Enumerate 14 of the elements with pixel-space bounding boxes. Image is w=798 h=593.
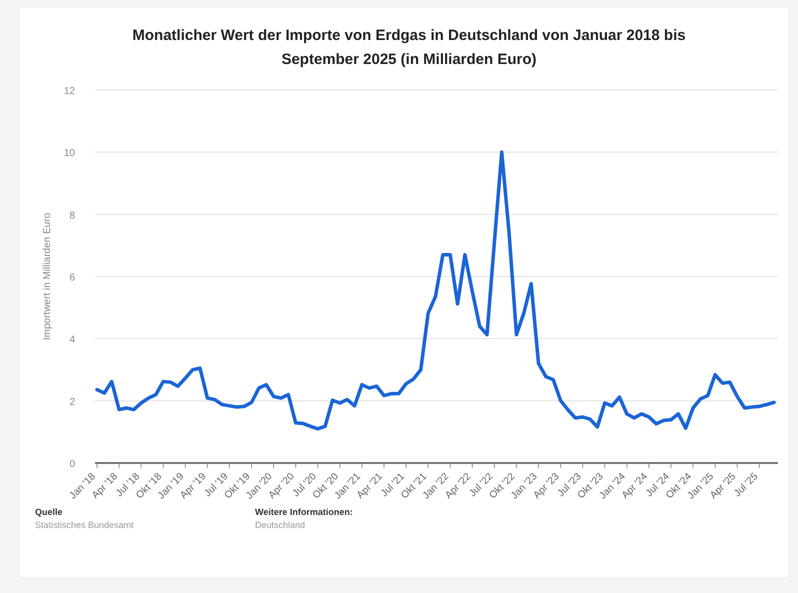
y-tick-label: 12 bbox=[64, 86, 76, 97]
y-tick-label: 6 bbox=[69, 272, 76, 284]
text: Deutschland bbox=[255, 520, 306, 530]
y-tick-label: 8 bbox=[69, 210, 76, 222]
text: Statistisches Bundesamt bbox=[35, 520, 134, 530]
y-tick-label: 10 bbox=[64, 148, 76, 160]
text: Weitere Informationen: bbox=[255, 507, 353, 517]
y-tick-label: 2 bbox=[69, 396, 76, 408]
chart-title: Monatlicher Wert der Importe von Erdgas in Deutschland von Januar 2018 bis September 2025 (in Milliarden Euro) bbox=[132, 27, 686, 68]
y-tick-label: 0 bbox=[69, 459, 76, 470]
y-tick-label: 4 bbox=[69, 334, 76, 346]
y-axis-title: Importwert in Milliarden Euro bbox=[42, 212, 53, 340]
line-series bbox=[95, 150, 776, 431]
text: Quelle bbox=[35, 507, 63, 517]
